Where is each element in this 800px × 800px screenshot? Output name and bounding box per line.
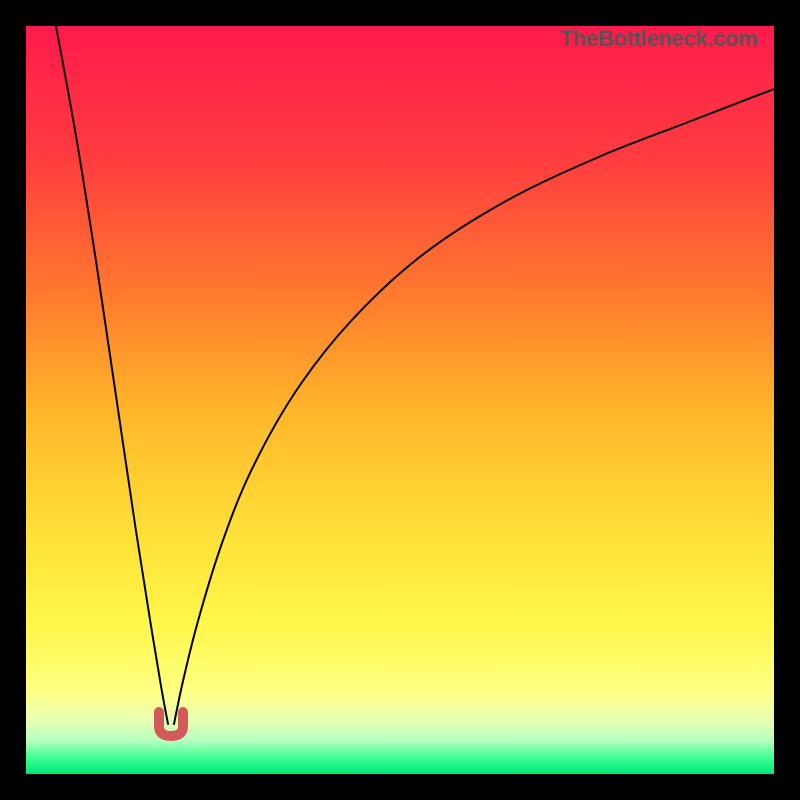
chart-frame: TheBottleneck.com	[0, 0, 800, 800]
minimum-marker	[159, 712, 183, 736]
curve-right-branch	[174, 89, 774, 724]
chart-area: TheBottleneck.com	[26, 26, 774, 774]
curve-layer	[26, 26, 774, 774]
curve-left-branch	[56, 26, 168, 724]
